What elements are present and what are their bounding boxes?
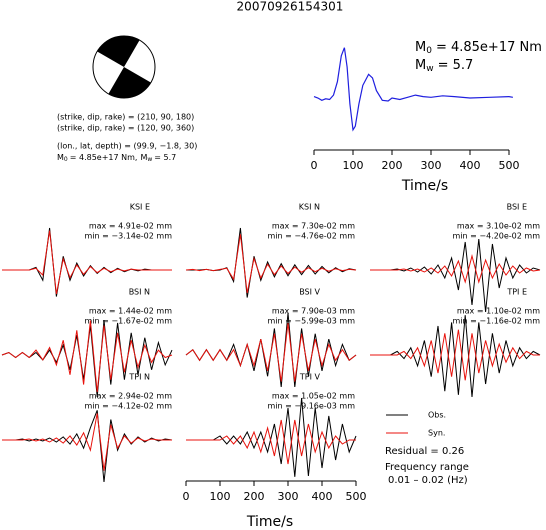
max-label: max = 4.91e-02 mm xyxy=(89,222,172,231)
syn-trace xyxy=(370,254,541,284)
max-label: max = 1.44e-02 mm xyxy=(89,307,172,316)
syn-trace xyxy=(186,419,356,465)
symbol: M xyxy=(57,153,64,162)
min-label: min = −3.14e-02 mm xyxy=(84,232,172,241)
subscript: 0 xyxy=(64,156,68,163)
max-label: max = 7.30e-02 mm xyxy=(272,222,355,231)
x-tick-label: 200 xyxy=(244,490,265,503)
value: = 5.7 xyxy=(154,153,176,162)
x-tick-label: 400 xyxy=(312,490,333,503)
x-tick-label: 400 xyxy=(460,159,481,172)
min-label: min = −1.67e-02 mm xyxy=(84,317,172,326)
mw-annotation: Mw = 5.7 xyxy=(415,58,473,74)
max-label: max = 3.10e-02 mm xyxy=(457,222,540,231)
source-time-function xyxy=(313,47,514,132)
obs-trace xyxy=(370,238,541,313)
frequency-title: Frequency range xyxy=(385,462,469,473)
station-label: KSI E xyxy=(130,203,150,212)
value: = 5.7 xyxy=(438,58,474,73)
subscript: w xyxy=(426,64,433,74)
figure-title: 20070926154301 xyxy=(237,0,344,14)
max-label: max = 2.94e-02 mm xyxy=(89,392,172,401)
residual: Residual = 0.26 xyxy=(385,446,464,457)
x-tick-label: 500 xyxy=(346,490,367,503)
source-line: (strike, dip, rake) = (120, 90, 360) xyxy=(57,124,194,133)
x-tick-label: 0 xyxy=(183,490,190,503)
x-tick-label: 300 xyxy=(421,159,442,172)
source-line: (lon., lat, depth) = (99.9, −1.8, 30) xyxy=(57,142,197,151)
subscript: w xyxy=(147,156,152,163)
symbol: M xyxy=(415,58,426,73)
obs-trace xyxy=(1,320,173,398)
syn-trace xyxy=(370,329,540,381)
value: = 4.85e+17 Nm xyxy=(436,40,542,55)
min-label: min = −4.20e-02 mm xyxy=(452,232,540,241)
m0-annotation: M0 = 4.85e+17 Nm xyxy=(415,40,542,56)
frequency-range: 0.01 – 0.02 (Hz) xyxy=(388,475,468,486)
symbol: M xyxy=(140,153,147,162)
source-line: (strike, dip, rake) = (210, 90, 180) xyxy=(57,113,194,122)
station-label: TPI N xyxy=(128,373,150,382)
min-label: min = −5.99e-03 mm xyxy=(267,317,355,326)
syn-trace xyxy=(1,320,173,393)
station-label: BSI N xyxy=(129,288,150,297)
x-tick-label: 0 xyxy=(311,159,318,172)
syn-trace xyxy=(185,234,357,294)
value: = 4.85e+17 Nm, xyxy=(70,153,138,162)
legend-label: Obs. xyxy=(428,411,446,420)
min-label: min = −4.12e-02 mm xyxy=(84,402,172,411)
focal-mechanism xyxy=(92,35,156,99)
x-tick-label: 100 xyxy=(343,159,364,172)
x-axis-label: Time/s xyxy=(401,178,448,194)
moment-line: M0 = 4.85e+17 Nm, Mw = 5.7 xyxy=(57,153,176,163)
station-label: BSI E xyxy=(507,203,527,212)
min-label: min = −4.76e-02 mm xyxy=(267,232,355,241)
obs-trace xyxy=(370,315,541,398)
max-label: max = 1.05e-02 mm xyxy=(272,392,355,401)
obs-trace xyxy=(2,410,173,483)
syn-trace xyxy=(2,230,172,295)
legend-label: Syn. xyxy=(428,429,445,438)
syn-trace xyxy=(2,413,172,471)
station-label: BSI V xyxy=(299,288,320,297)
x-tick-label: 200 xyxy=(382,159,403,172)
station-label: KSI N xyxy=(299,203,320,212)
compression-quadrant xyxy=(108,67,151,98)
max-label: max = 7.90e-03 mm xyxy=(272,307,355,316)
compression-quadrant xyxy=(97,36,140,67)
min-label: min = −1.16e-02 mm xyxy=(452,317,540,326)
syn-trace xyxy=(185,323,357,382)
obs-trace xyxy=(186,397,357,477)
x-axis-label: Time/s xyxy=(246,514,293,530)
min-label: min = −9.16e-03 mm xyxy=(267,402,355,411)
max-label: max = 1.10e-02 mm xyxy=(457,307,540,316)
station-label: TPI E xyxy=(506,288,527,297)
x-tick-label: 100 xyxy=(210,490,231,503)
x-tick-label: 500 xyxy=(499,159,520,172)
subscript: 0 xyxy=(426,46,432,56)
station-label: TPI V xyxy=(299,373,321,382)
x-tick-label: 300 xyxy=(278,490,299,503)
symbol: M xyxy=(415,40,426,55)
